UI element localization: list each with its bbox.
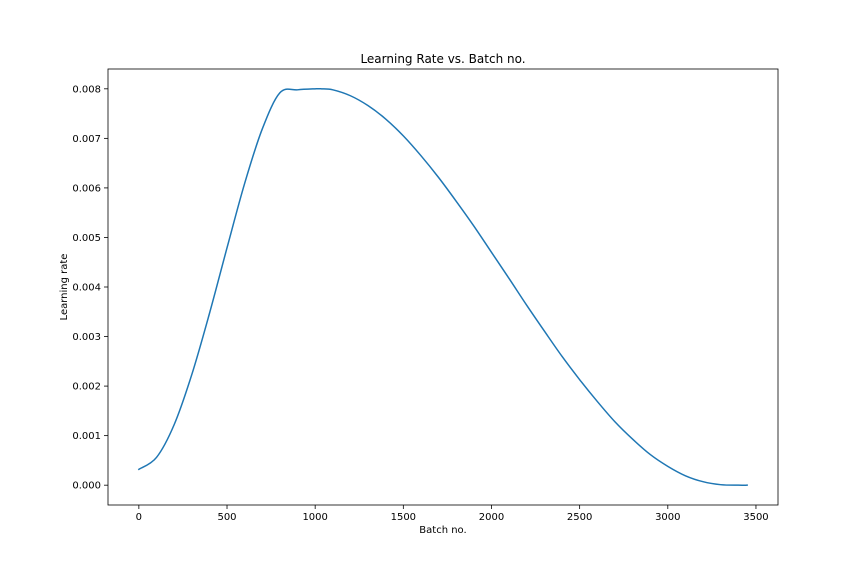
plot-background <box>108 69 778 505</box>
y-tick-label: 0.002 <box>72 382 101 393</box>
x-axis-ticks: 0 500 1000 1500 2000 2500 3000 3500 <box>136 505 769 523</box>
y-tick-label: 0.000 <box>72 481 101 492</box>
x-axis-label: Batch no. <box>419 525 466 536</box>
x-tick-label: 2500 <box>567 512 592 523</box>
chart-title: Learning Rate vs. Batch no. <box>360 52 525 66</box>
x-tick-label: 500 <box>217 512 236 523</box>
y-tick-label: 0.008 <box>72 84 101 95</box>
y-axis-ticks: 0.000 0.001 0.002 0.003 0.004 0.005 0.006 0.007… <box>72 84 108 492</box>
plot-frame <box>107 68 779 506</box>
y-tick-label: 0.004 <box>72 283 101 294</box>
x-tick-label: 2000 <box>479 512 504 523</box>
series-layer <box>137 87 748 486</box>
x-tick-label: 0 <box>136 512 142 523</box>
x-tick-label: 3500 <box>743 512 768 523</box>
y-axis-label: Learning rate <box>59 254 70 321</box>
learning-rate-line <box>137 87 748 486</box>
y-tick-label: 0.006 <box>72 183 101 194</box>
x-tick-label: 1500 <box>391 512 416 523</box>
y-tick-label: 0.001 <box>72 431 101 442</box>
y-tick-label: 0.003 <box>72 332 101 343</box>
x-tick-label: 3000 <box>655 512 680 523</box>
y-tick-label: 0.007 <box>72 134 101 145</box>
x-tick-label: 1000 <box>302 512 327 523</box>
y-tick-label: 0.005 <box>72 233 101 244</box>
